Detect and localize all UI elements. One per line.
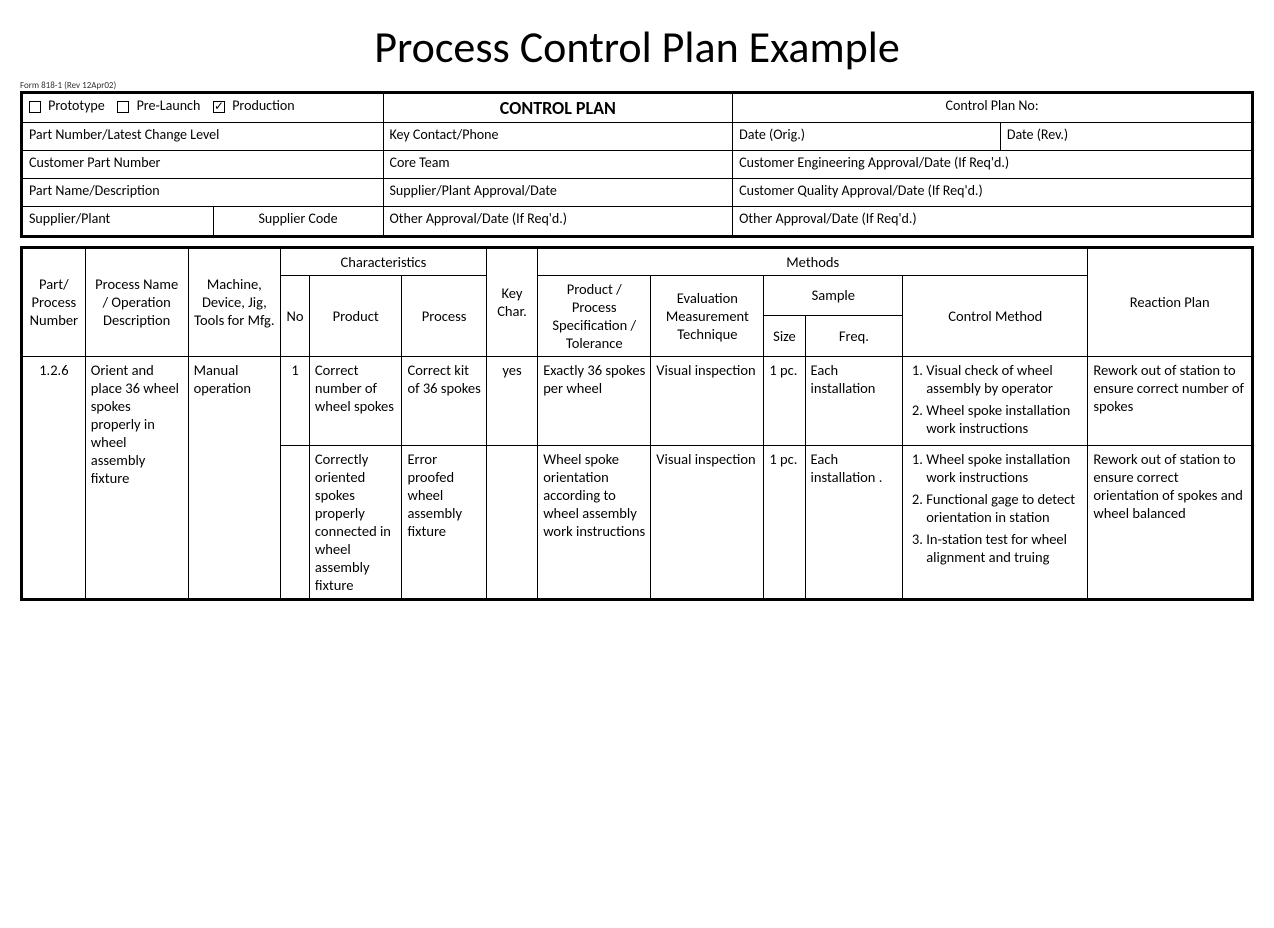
cell-freq: Each installation .	[805, 445, 903, 599]
date-rev-label: Date (Rev.)	[1000, 123, 1251, 151]
cell-process: Error proofed wheel assembly fixture	[402, 445, 486, 599]
cust-qual-approval-label: Customer Quality Approval/Date (If Req'd…	[733, 179, 1251, 207]
cell-product: Correctly oriented spokes properly conne…	[309, 445, 402, 599]
other-approval-1-label: Other Approval/Date (If Req'd.)	[383, 207, 733, 235]
col-machine: Machine, Device, Jig, Tools for Mfg.	[188, 247, 281, 356]
core-team-label: Core Team	[383, 151, 733, 179]
supplier-plant-approval-label: Supplier/Plant Approval/Date	[383, 179, 733, 207]
control-method-item: Functional gage to detect orientation in…	[926, 490, 1082, 526]
cell-no	[281, 445, 310, 599]
cell-spec: Exactly 36 spokes per wheel	[538, 356, 651, 445]
cell-eval: Visual inspection	[651, 356, 764, 445]
cell-reaction-plan: Rework out of station to ensure correct …	[1088, 445, 1253, 599]
production-label: Production	[232, 97, 294, 114]
col-product: Product	[309, 275, 402, 356]
cell-machine: Manual operation	[188, 356, 281, 599]
part-number-label: Part Number/Latest Change Level	[23, 123, 383, 151]
col-characteristics: Characteristics	[281, 247, 487, 275]
production-checkbox[interactable]	[213, 101, 225, 113]
prototype-checkbox[interactable]	[29, 101, 41, 113]
cell-process: Correct kit of 36 spokes	[402, 356, 486, 445]
other-approval-2-label: Other Approval/Date (If Req'd.)	[733, 207, 1251, 235]
cell-control-method: Wheel spoke installation work instructio…	[903, 445, 1088, 599]
header-table: Prototype Pre-Launch Production CONTROL …	[23, 94, 1251, 235]
cell-part-process-number: 1.2.6	[22, 356, 86, 599]
col-reaction-plan: Reaction Plan	[1088, 247, 1253, 356]
part-name-label: Part Name/Description	[23, 179, 383, 207]
page-title: Process Control Plan Example	[20, 20, 1254, 74]
control-method-item: Visual check of wheel assembly by operat…	[926, 361, 1082, 397]
col-no: No	[281, 275, 310, 356]
col-control-method: Control Method	[903, 275, 1088, 356]
cell-product: Correct number of wheel spokes	[309, 356, 402, 445]
cell-key-char	[486, 445, 537, 599]
supplier-code-label: Supplier Code	[213, 207, 383, 235]
cell-eval: Visual inspection	[651, 445, 764, 599]
cell-control-method: Visual check of wheel assembly by operat…	[903, 356, 1088, 445]
col-eval: Evaluation Measurement Technique	[651, 275, 764, 356]
col-key-char: Key Char.	[486, 247, 537, 356]
col-freq: Freq.	[805, 316, 903, 357]
header-block: Prototype Pre-Launch Production CONTROL …	[20, 91, 1254, 238]
prelaunch-label: Pre-Launch	[137, 97, 201, 114]
col-sample: Sample	[764, 275, 903, 316]
cust-eng-approval-label: Customer Engineering Approval/Date (If R…	[733, 151, 1251, 179]
cell-size: 1 pc.	[764, 356, 805, 445]
cell-no: 1	[281, 356, 310, 445]
key-contact-label: Key Contact/Phone	[383, 123, 733, 151]
control-method-item: Wheel spoke installation work instructio…	[926, 401, 1082, 437]
cell-size: 1 pc.	[764, 445, 805, 599]
col-process-name: Process Name / Operation Description	[85, 247, 188, 356]
cell-spec: Wheel spoke orientation according to whe…	[538, 445, 651, 599]
col-spec: Product / Process Specification / Tolera…	[538, 275, 651, 356]
col-size: Size	[764, 316, 805, 357]
cell-process-name: Orient and place 36 wheel spokes properl…	[85, 356, 188, 599]
prelaunch-checkbox[interactable]	[117, 101, 129, 113]
cell-key-char: yes	[486, 356, 537, 445]
table-row: 1.2.6 Orient and place 36 wheel spokes p…	[22, 356, 1253, 445]
customer-part-label: Customer Part Number	[23, 151, 383, 179]
prototype-label: Prototype	[48, 97, 105, 114]
cell-reaction-plan: Rework out of station to ensure correct …	[1088, 356, 1253, 445]
date-orig-label: Date (Orig.)	[733, 123, 1001, 151]
control-plan-no-label: Control Plan No:	[733, 94, 1251, 123]
control-method-item: In-station test for wheel alignment and …	[926, 530, 1082, 566]
supplier-plant-label: Supplier/Plant	[23, 207, 213, 235]
main-table: Part/ Process Number Process Name / Oper…	[20, 246, 1254, 601]
col-process: Process	[402, 275, 486, 356]
control-plan-title: CONTROL PLAN	[383, 94, 733, 123]
col-part-process-number: Part/ Process Number	[22, 247, 86, 356]
form-id: Form 818-1 (Rev 12Apr02)	[20, 80, 1254, 91]
cell-freq: Each installation	[805, 356, 903, 445]
col-methods: Methods	[538, 247, 1088, 275]
control-method-item: Wheel spoke installation work instructio…	[926, 450, 1082, 486]
